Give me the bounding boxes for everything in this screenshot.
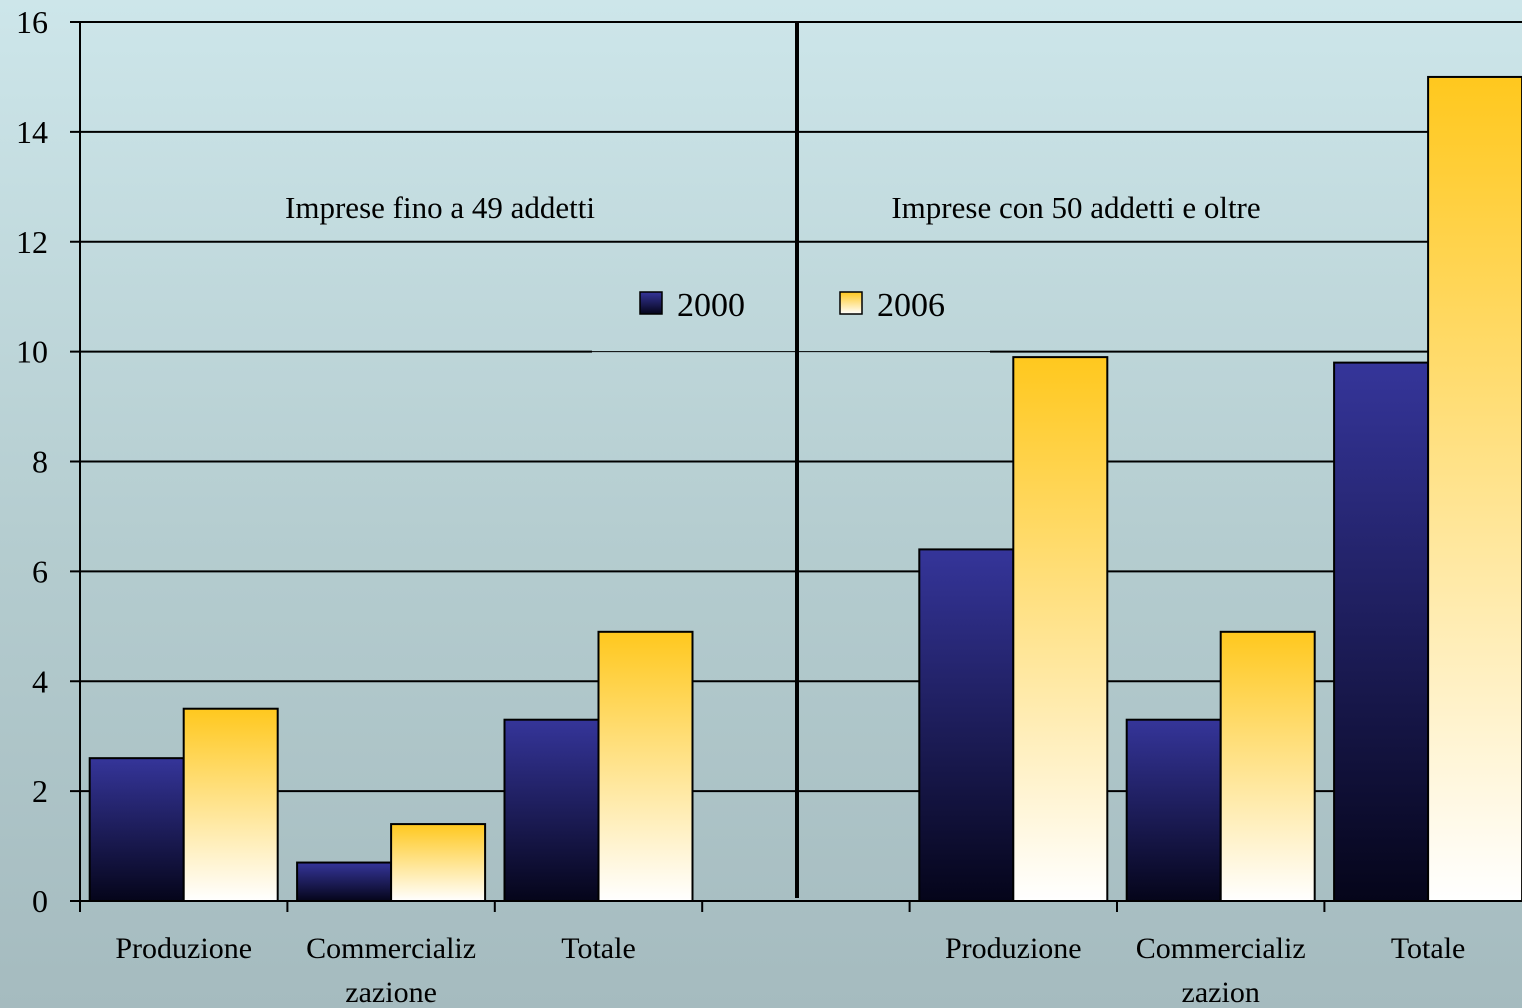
bar-2000 (88, 757, 185, 902)
legend-label-2006: 2006 (877, 287, 945, 324)
bar-2000 (1125, 718, 1222, 902)
bar-2006 (390, 823, 487, 903)
bar-2006 (1012, 356, 1109, 902)
bar-2000 (1333, 361, 1430, 902)
x-tick-marks (79, 901, 1326, 912)
legend-swatch-2000 (639, 291, 663, 315)
bar-2006 (1427, 75, 1522, 902)
group-label-small-firms: Imprese fino a 49 addetti (285, 190, 595, 225)
bars (88, 75, 1522, 903)
y-tick-label: 8 (32, 444, 48, 480)
bar-2006 (1219, 630, 1316, 903)
x-category-labels: Produzione Commercializ zazione Totale Produ… (115, 932, 1465, 1008)
group-label-large-firms: Imprese con 50 addetti e oltre (891, 190, 1260, 225)
x-category-label: Produzione (115, 932, 252, 965)
bar-2000 (296, 861, 393, 903)
x-category-label: Totale (1391, 932, 1466, 965)
y-tick-labels: 0 2 4 6 8 10 12 14 16 (16, 4, 80, 919)
bar-2006 (182, 707, 279, 902)
x-category-label: Totale (561, 932, 636, 965)
bar-2006 (597, 630, 694, 903)
x-category-label: Commercializ zazione (306, 932, 476, 1008)
legend-swatch-2006 (839, 291, 863, 315)
y-tick-label: 0 (32, 883, 48, 919)
y-tick-label: 2 (32, 773, 48, 809)
bar-2000 (503, 718, 600, 902)
x-category-label: Produzione (945, 932, 1082, 965)
x-category-label: Commercializ zazion (1136, 932, 1306, 1008)
y-tick-label: 10 (16, 334, 48, 370)
y-tick-label: 4 (32, 663, 48, 699)
y-tick-label: 14 (16, 114, 48, 150)
legend-label-2000: 2000 (677, 287, 745, 324)
y-tick-label: 16 (16, 4, 48, 40)
y-tick-label: 6 (32, 553, 48, 589)
gridlines (80, 21, 1522, 793)
y-tick-label: 12 (16, 224, 48, 260)
bar-2000 (918, 548, 1015, 903)
legend: 2000 2006 (639, 287, 945, 324)
